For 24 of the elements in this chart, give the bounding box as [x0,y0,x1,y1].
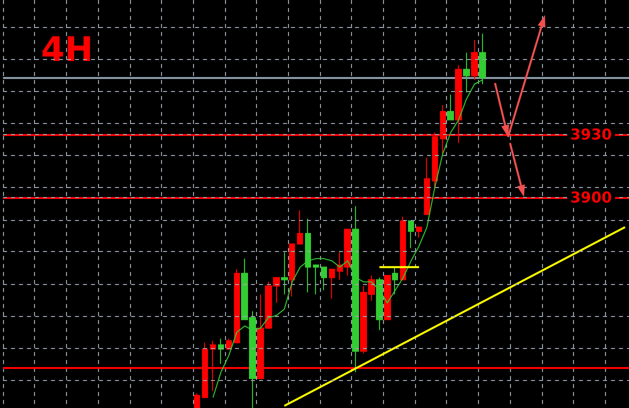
candlestick [471,39,478,80]
candlestick [416,226,422,238]
text: 4H [41,30,94,70]
candlestick [392,266,398,295]
candlestick [297,210,303,244]
candlestick [400,216,406,280]
candlestick [352,206,359,373]
candlestick [226,338,232,350]
candlestick [234,268,240,344]
candlestick [281,252,288,295]
candlestick [329,268,335,300]
candlestick [194,392,200,408]
candlestick [376,277,383,331]
candlestick [321,266,327,291]
candlestick [313,264,319,295]
candlestick [408,220,414,249]
y-tick-label: 3900 [570,188,612,207]
candlestick [305,218,311,293]
candlestick [218,338,224,364]
y-tick-label: 3930 [570,126,612,144]
candlestick [289,243,295,298]
candlestick [447,94,454,120]
candlestick [463,52,470,94]
candlestick [384,275,391,320]
